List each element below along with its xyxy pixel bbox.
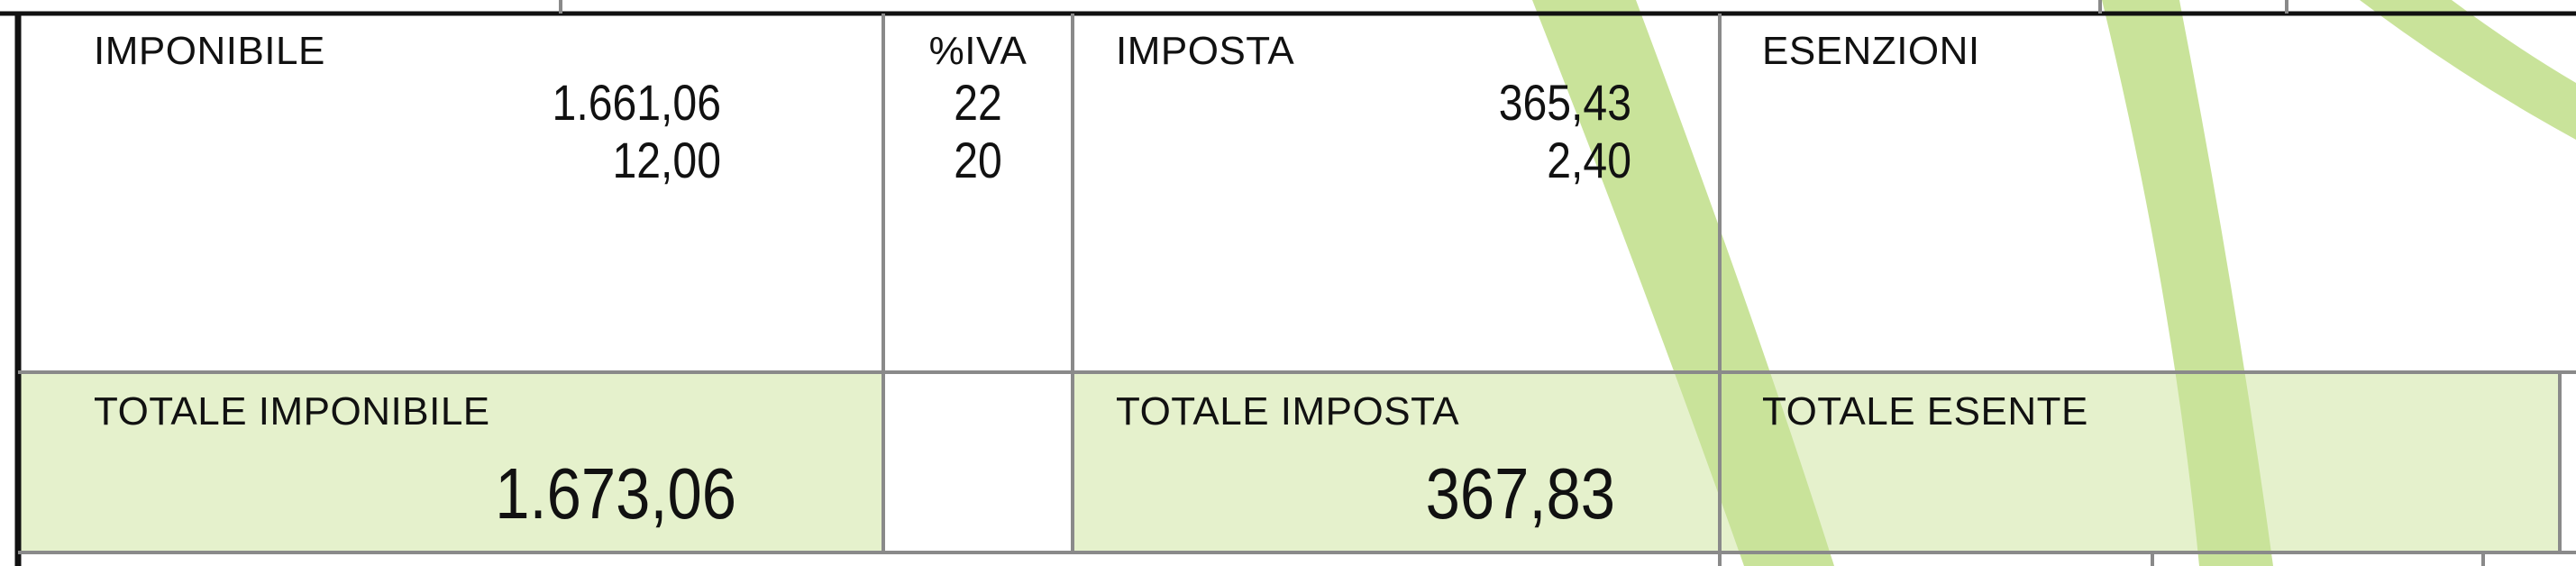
- header-esenzioni: ESENZIONI: [1762, 29, 1980, 73]
- imponibile-row-2: 12,00: [612, 132, 721, 188]
- iva-row-2: 20: [954, 132, 1002, 188]
- header-imponibile: IMPONIBILE: [94, 29, 325, 73]
- header-imposta: IMPOSTA: [1116, 29, 1295, 73]
- total-imposta-label: TOTALE IMPOSTA: [1116, 389, 1460, 434]
- imposta-row-2: 2,40: [1547, 132, 1631, 188]
- imponibile-row-1: 1.661,06: [552, 74, 721, 131]
- total-imponibile-value: 1.673,06: [495, 453, 736, 534]
- iva-column: 22 20: [906, 74, 1050, 189]
- total-imponibile-fill: [20, 373, 882, 552]
- total-esente-value: [2124, 451, 2434, 537]
- imposta-column: 365,43 2,40: [1271, 74, 1631, 189]
- total-imponibile-label: TOTALE IMPONIBILE: [94, 389, 490, 434]
- imposta-row-1: 365,43: [1498, 74, 1631, 131]
- total-esente-label: TOTALE ESENTE: [1762, 389, 2088, 434]
- imponibile-column: 1.661,06 12,00: [361, 74, 721, 189]
- header-iva-percent: %IVA: [928, 29, 1028, 73]
- total-imposta-value: 367,83: [1425, 453, 1615, 534]
- green-swoosh-watermark-icon: [1532, 0, 2576, 566]
- grid-lines: [18, 0, 2576, 566]
- iva-row-1: 22: [954, 74, 1002, 131]
